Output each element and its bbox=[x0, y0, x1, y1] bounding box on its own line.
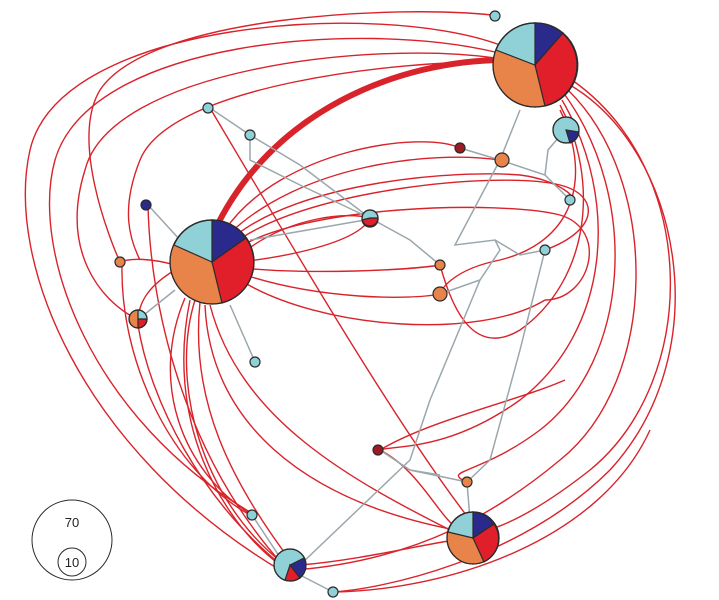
grey-link bbox=[139, 289, 176, 319]
red-link bbox=[379, 379, 566, 451]
node-right-upper bbox=[552, 116, 580, 144]
red-link bbox=[457, 94, 616, 483]
grey-link bbox=[299, 574, 334, 593]
grey-link bbox=[299, 279, 481, 566]
node-small bbox=[114, 256, 126, 268]
node-small bbox=[461, 476, 473, 488]
red-link bbox=[121, 264, 251, 516]
red-link bbox=[294, 89, 637, 571]
red-link bbox=[234, 206, 590, 301]
red-link bbox=[227, 156, 501, 236]
red-link bbox=[76, 52, 496, 319]
red-link bbox=[209, 107, 471, 521]
node-small-split bbox=[128, 309, 148, 329]
red-link bbox=[332, 429, 651, 593]
red-link bbox=[169, 297, 253, 516]
grey-links bbox=[139, 107, 571, 593]
red-link bbox=[119, 258, 176, 266]
red-link bbox=[137, 324, 286, 569]
red-link bbox=[241, 264, 441, 273]
grey-link bbox=[494, 239, 546, 256]
red-link bbox=[439, 104, 584, 339]
red-link bbox=[127, 61, 501, 261]
red-link bbox=[185, 299, 286, 566]
red-link bbox=[299, 539, 456, 566]
legend-circle-large bbox=[31, 499, 113, 581]
node-small bbox=[327, 586, 339, 598]
node-small bbox=[246, 509, 258, 521]
node-small-split bbox=[361, 209, 379, 228]
node-small bbox=[539, 244, 551, 256]
red-link bbox=[147, 204, 284, 566]
red-link bbox=[474, 79, 672, 532]
red-link bbox=[241, 273, 441, 298]
node-small bbox=[434, 259, 446, 271]
node-small bbox=[140, 199, 152, 211]
node-hub-center-left bbox=[169, 219, 255, 305]
node-small bbox=[494, 152, 510, 168]
legend-label-large: 70 bbox=[65, 515, 79, 530]
node-small bbox=[564, 194, 576, 206]
red-link bbox=[239, 217, 371, 263]
red-link bbox=[231, 179, 589, 251]
node-small bbox=[249, 356, 261, 368]
red-link bbox=[439, 109, 577, 295]
red-link bbox=[377, 99, 599, 451]
red-link bbox=[239, 279, 546, 326]
node-small bbox=[202, 102, 214, 114]
node-small bbox=[489, 10, 501, 22]
red-link bbox=[209, 304, 461, 536]
grey-link bbox=[147, 204, 181, 241]
red-link bbox=[239, 214, 371, 256]
thick-red-link bbox=[210, 57, 506, 236]
node-small bbox=[432, 286, 448, 302]
node-hub-bottom-left bbox=[273, 548, 307, 582]
node-hub-bottom-right bbox=[446, 511, 500, 565]
grey-link bbox=[299, 184, 371, 219]
red-link bbox=[24, 22, 501, 571]
red-link bbox=[88, 11, 493, 263]
grey-link bbox=[439, 109, 521, 295]
node-small bbox=[372, 444, 384, 456]
red-link bbox=[197, 301, 291, 561]
node-small bbox=[244, 129, 256, 141]
grey-link bbox=[459, 147, 501, 161]
red-link bbox=[204, 304, 456, 531]
red-link bbox=[48, 37, 496, 516]
grey-link bbox=[409, 469, 441, 476]
red-link bbox=[224, 141, 461, 231]
red-link bbox=[183, 299, 281, 566]
grey-link bbox=[249, 135, 301, 186]
size-legend: 70 10 bbox=[31, 499, 113, 581]
grey-link bbox=[249, 219, 366, 241]
legend-circle-small bbox=[57, 547, 87, 577]
legend-label-small: 10 bbox=[65, 555, 79, 570]
red-link bbox=[229, 173, 574, 241]
grey-link bbox=[229, 304, 256, 363]
grey-link bbox=[209, 107, 371, 219]
node-hub-top-right bbox=[492, 22, 579, 108]
grey-link bbox=[369, 217, 441, 266]
grey-link bbox=[466, 249, 546, 483]
node-small bbox=[454, 142, 466, 154]
